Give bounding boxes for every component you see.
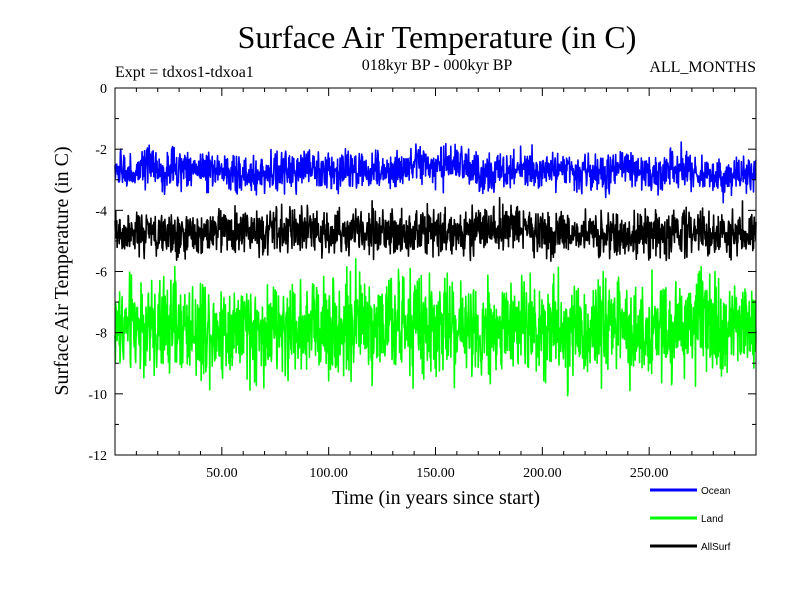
series-layer	[114, 141, 757, 397]
chart-subtitle: 018kyr BP - 000kyr BP	[362, 57, 513, 74]
legend: Ocean Land AllSurf	[650, 486, 731, 553]
y-axis-label: Surface Air Temperature (in C)	[51, 146, 73, 395]
y-tick-label: -12	[88, 449, 107, 464]
y-axis: 0 -2 -4 -6 -8 -10 -12	[88, 82, 756, 464]
x-tick-label: 200.00	[523, 466, 562, 481]
series-line-ocean	[114, 141, 757, 204]
plot-frame	[114, 87, 757, 456]
x-axis-label: Time (in years since start)	[332, 487, 540, 509]
x-tick-label: 50.00	[206, 466, 238, 481]
y-tick-label: -6	[95, 266, 107, 281]
chart-title: Surface Air Temperature (in C)	[238, 19, 637, 55]
x-axis: 50.00 100.00 150.00 200.00 250.00	[135, 88, 736, 481]
series-line-land	[114, 258, 757, 397]
y-tick-label: -4	[95, 204, 107, 219]
x-tick-label: 150.00	[416, 466, 455, 481]
x-tick-label: 100.00	[309, 466, 348, 481]
y-tick-label: -10	[88, 388, 107, 403]
y-tick-label: -2	[95, 143, 107, 158]
y-tick-label: 0	[100, 82, 107, 97]
legend-label-allsurf: AllSurf	[701, 542, 731, 553]
series-line-allsurf	[114, 196, 757, 262]
experiment-label: Expt = tdxos1-tdxoa1	[115, 64, 254, 81]
legend-label-ocean: Ocean	[701, 486, 730, 497]
months-label: ALL_MONTHS	[649, 59, 756, 76]
legend-label-land: Land	[701, 514, 723, 525]
y-tick-label: -8	[95, 327, 107, 342]
x-tick-label: 250.00	[630, 466, 669, 481]
